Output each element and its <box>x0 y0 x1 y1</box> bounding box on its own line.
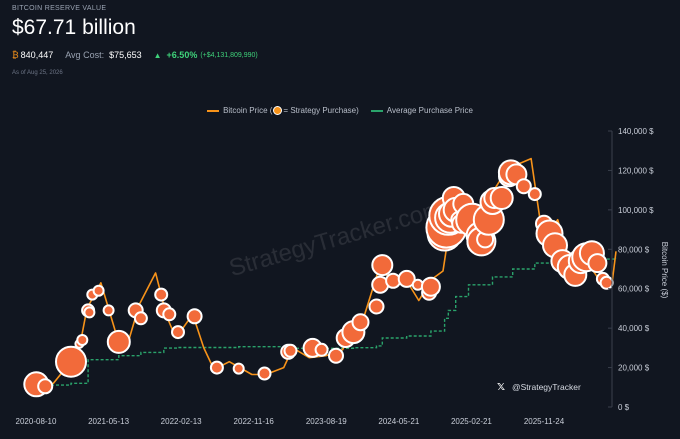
x-tick-label: 2022-02-13 <box>161 417 202 426</box>
purchase-marker <box>92 284 105 297</box>
y-tick-label: 120,000 $ <box>618 166 654 175</box>
avg-price-line <box>36 257 617 386</box>
purchase-marker <box>397 269 416 288</box>
purchase-marker <box>76 334 89 346</box>
as-of-date: As of Aug 25, 2026 <box>12 70 63 76</box>
x-logo-icon: 𝕏 <box>497 382 505 393</box>
y-tick-label: 140,000 $ <box>618 127 654 136</box>
twitter-handle: @StrategyTracker <box>512 382 581 392</box>
x-tick-label: 2025-02-21 <box>451 417 492 426</box>
avg-cost-label: Avg Cost: <box>65 50 105 60</box>
change-percent: +6.50% <box>166 50 198 60</box>
purchase-marker <box>587 253 608 274</box>
purchase-marker <box>328 347 344 364</box>
purchase-marker <box>154 287 169 302</box>
purchase-marker <box>257 366 272 381</box>
y-tick-label: 20,000 $ <box>618 364 650 373</box>
up-arrow-icon: ▲ <box>153 50 162 60</box>
change-absolute: (+$4,131,809,990) <box>200 51 258 59</box>
purchase-marker <box>232 362 245 375</box>
y-tick-label: 0 $ <box>618 403 630 412</box>
x-tick-label: 2021-05-13 <box>88 417 129 426</box>
svg-text:𝕏: 𝕏 <box>497 382 505 393</box>
purchase-marker <box>368 298 385 315</box>
price-line-swatch <box>207 109 220 112</box>
reserve-label: BITCOIN RESERVE VALUE <box>12 5 107 12</box>
x-tick-label: 2023-08-19 <box>306 417 347 426</box>
purchase-marker <box>489 186 514 210</box>
purchase-marker <box>420 276 441 297</box>
legend-price-label-a: Bitcoin Price ( <box>223 106 273 115</box>
x-axis: 2020-08-10 2021-05-13 2022-02-13 2022-11-16… <box>16 417 565 426</box>
x-tick-label: 2020-08-10 <box>16 417 57 426</box>
purchase-marker <box>133 311 148 326</box>
y-tick-label: 80,000 $ <box>618 245 650 254</box>
x-tick-label: 2024-05-21 <box>378 417 419 426</box>
purchase-marker <box>106 329 131 354</box>
watermark: StrategyTracker.com <box>226 195 445 282</box>
purchase-marker <box>209 360 224 375</box>
purchase-marker <box>83 306 96 319</box>
purchase-marker <box>371 254 394 277</box>
purchase-marker <box>102 304 115 317</box>
stats-row: ₿ 840,447 Avg Cost: $75,653 ▲ +6.50% (+$… <box>12 50 258 60</box>
chart-legend: Bitcoin Price ( = Strategy Purchase) Ave… <box>0 106 680 115</box>
purchase-markers <box>23 159 614 398</box>
btc-holdings: 840,447 <box>20 50 54 60</box>
purchase-marker <box>162 307 177 322</box>
purchase-marker <box>599 275 614 290</box>
purchase-marker <box>186 308 203 325</box>
avg-cost-value: $75,653 <box>109 50 142 60</box>
purchase-dot-icon <box>273 106 283 115</box>
reserve-value: $67.71 billion <box>12 16 136 39</box>
purchase-marker <box>171 325 185 340</box>
y-axis-title: Bitcoin Price ($) <box>660 242 669 299</box>
purchase-marker <box>314 342 329 357</box>
bitcoin-icon: ₿ <box>12 50 19 60</box>
purchase-marker <box>37 378 54 395</box>
avg-dash-swatch <box>370 109 383 112</box>
purchase-marker <box>527 187 542 202</box>
x-tick-label: 2025-11-24 <box>524 417 565 426</box>
y-tick-label: 40,000 $ <box>618 324 650 333</box>
y-tick-label: 60,000 $ <box>618 285 650 294</box>
y-axis: 0 $ 20,000 $ 40,000 $ 60,000 $ 80,000 $ 100,0… <box>608 127 654 412</box>
purchase-marker <box>351 313 370 332</box>
purchase-marker <box>55 345 87 378</box>
legend-price-label-b: = Strategy Purchase) <box>283 106 359 115</box>
y-tick-label: 100,000 $ <box>618 206 654 215</box>
avg-price-series <box>36 257 617 386</box>
x-tick-label: 2022-11-16 <box>234 417 275 426</box>
legend-avg-label: Average Purchase Price <box>386 106 473 115</box>
purchase-marker <box>283 343 298 358</box>
purchase-marker <box>515 178 532 195</box>
